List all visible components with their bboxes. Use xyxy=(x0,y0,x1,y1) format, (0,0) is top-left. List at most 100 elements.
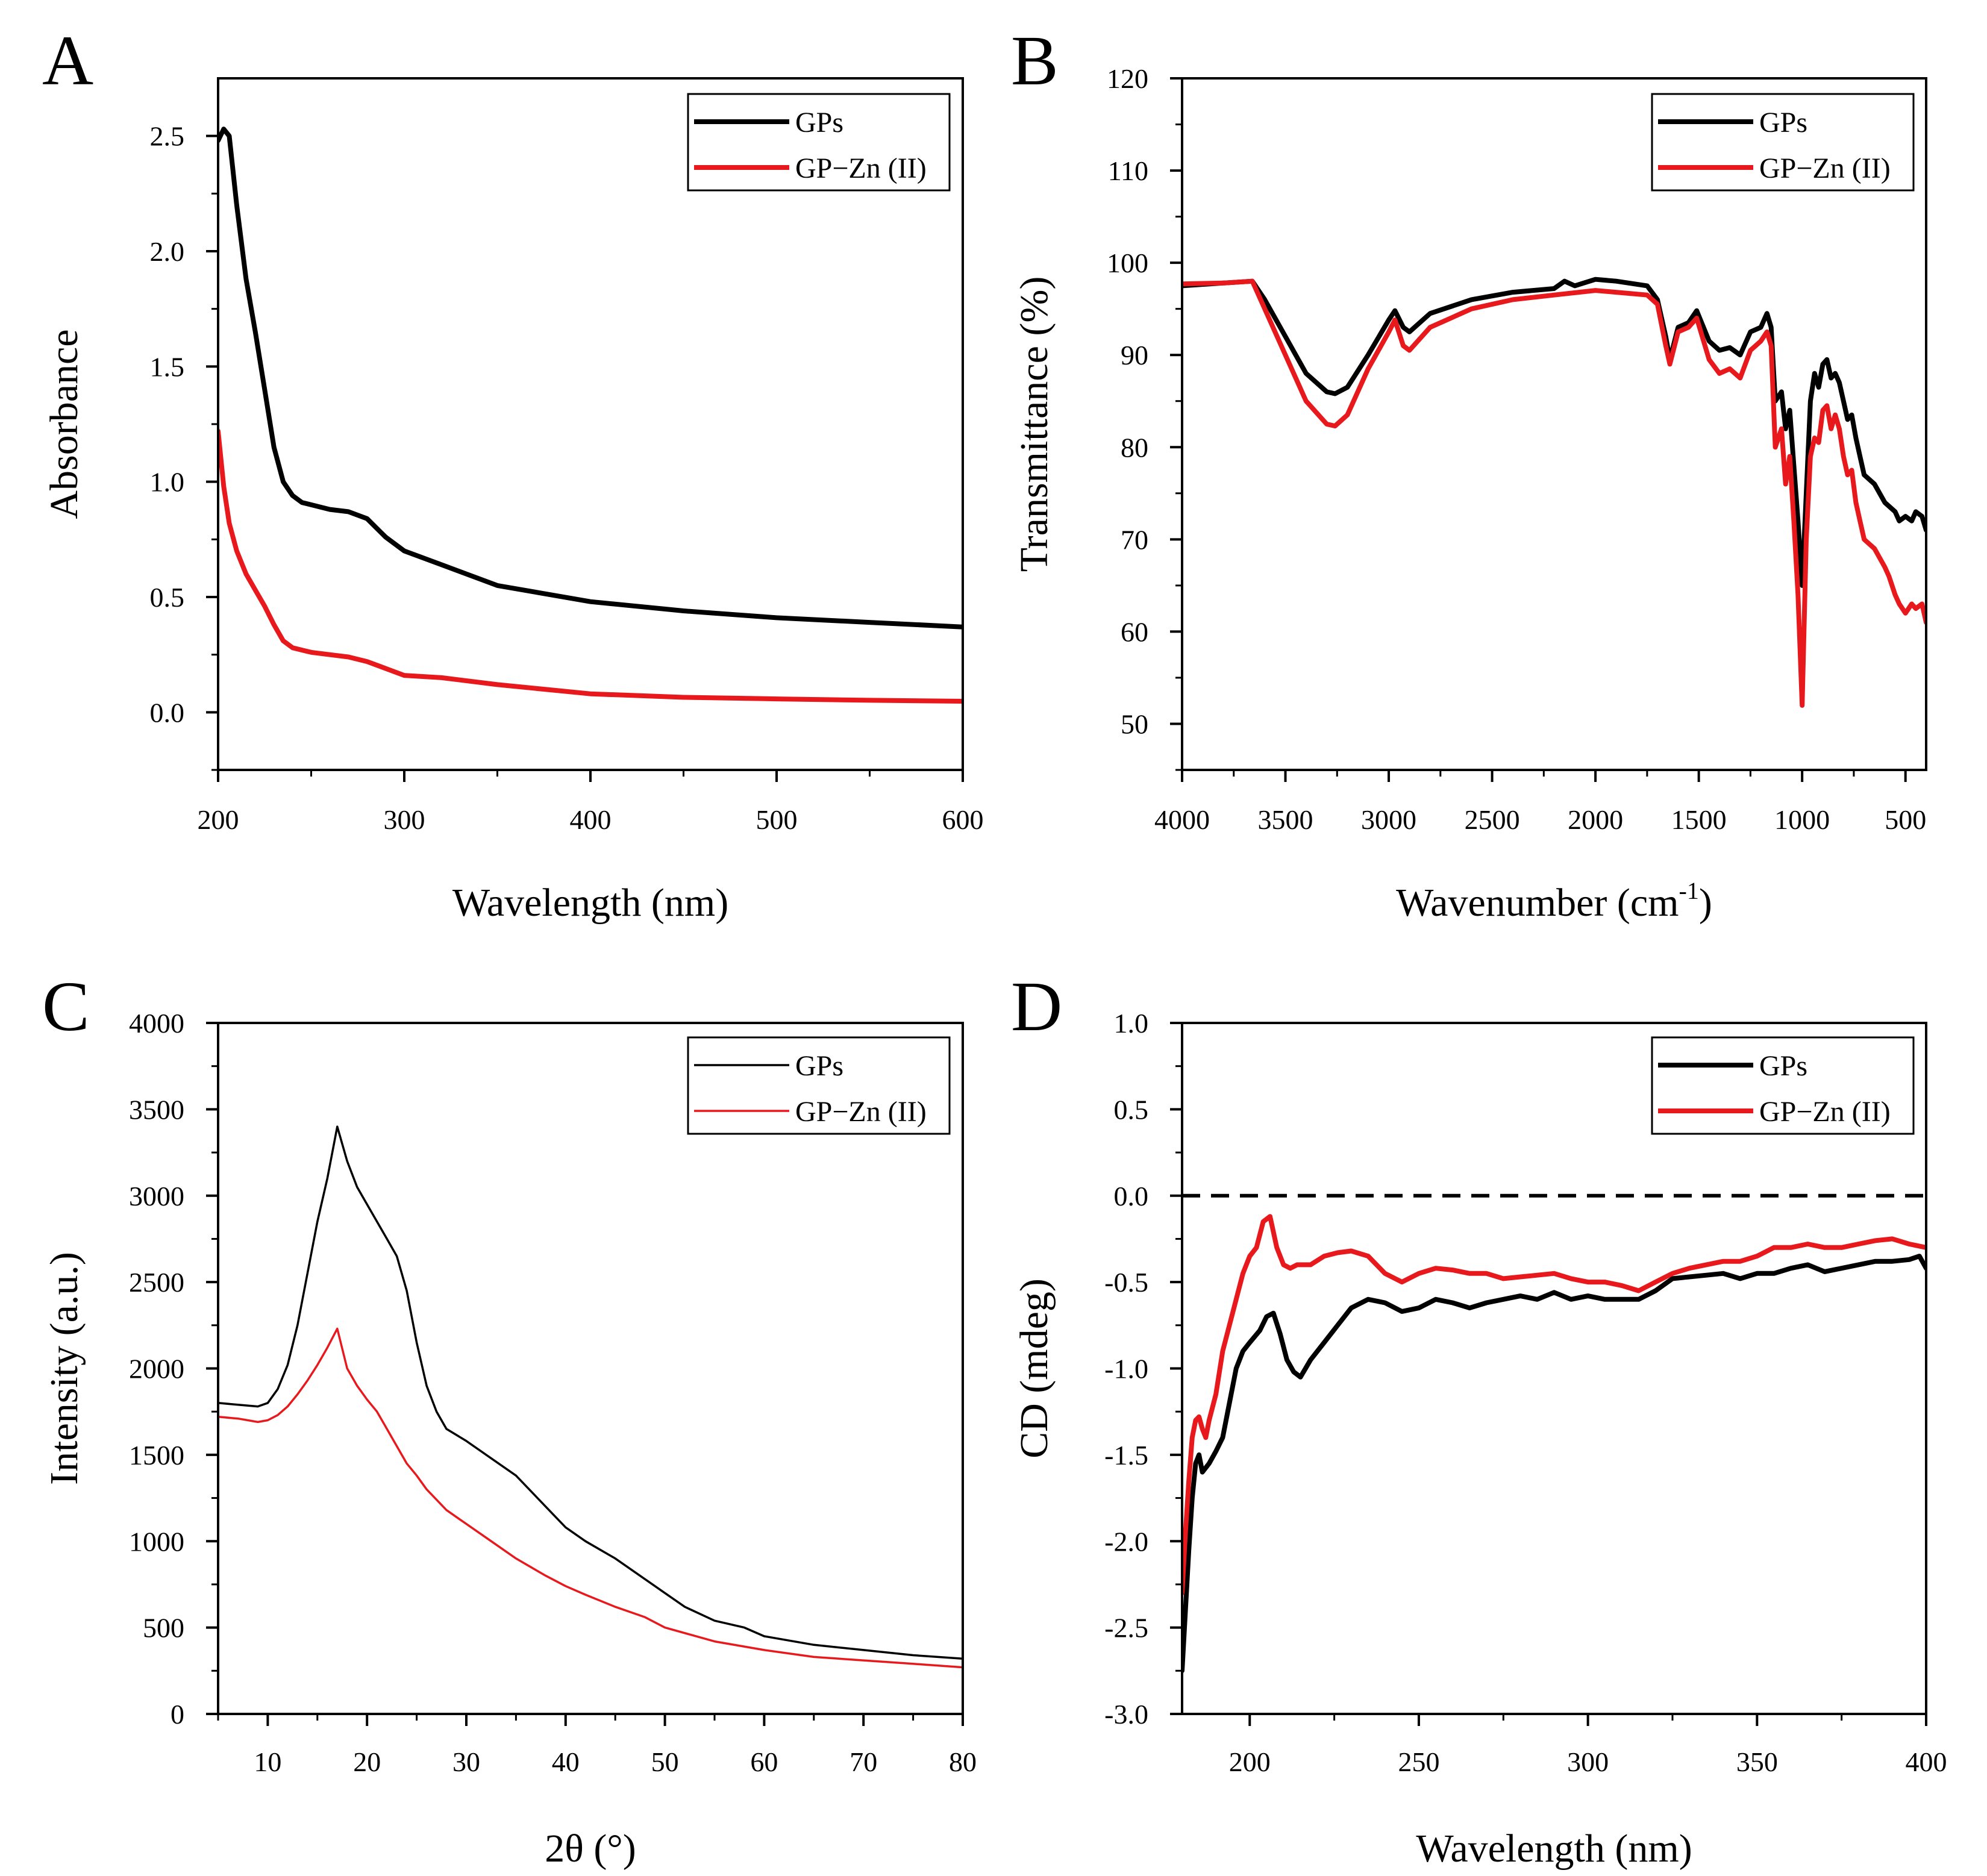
panel-letter: D xyxy=(1011,967,1062,1046)
y-tick-label: 4000 xyxy=(129,1008,184,1039)
x-tick-label: 2000 xyxy=(1568,804,1623,835)
legend-label-gp-zn: GP−Zn (II) xyxy=(795,1096,927,1128)
x-tick-label: 4000 xyxy=(1154,804,1210,835)
legend: GPs GP−Zn (II) xyxy=(1651,1036,1915,1135)
legend: GPs GP−Zn (II) xyxy=(687,1036,951,1135)
y-tick-label: -2.0 xyxy=(1104,1526,1148,1557)
x-tick-label: 20 xyxy=(353,1746,381,1777)
y-tick-label: 1.0 xyxy=(1114,1008,1149,1039)
series-line-gp-zn xyxy=(218,1327,963,1669)
x-tick-label: 1000 xyxy=(1774,804,1830,835)
y-tick-label: 500 xyxy=(143,1613,184,1643)
x-tick-label: 80 xyxy=(949,1746,977,1777)
series-line-gp-zn xyxy=(218,428,963,704)
legend-label-gp-zn: GP−Zn (II) xyxy=(1759,152,1891,184)
y-tick-label: 1000 xyxy=(129,1526,184,1557)
panel-letter: C xyxy=(42,967,90,1046)
legend-label-gps: GPs xyxy=(795,107,843,139)
y-tick-label: 1500 xyxy=(129,1440,184,1471)
y-tick-label: 3500 xyxy=(129,1094,184,1125)
series-line-gps xyxy=(218,1125,963,1660)
x-tick-label: 500 xyxy=(1885,804,1926,835)
legend: GPs GP−Zn (II) xyxy=(687,93,951,192)
y-tick-label: 110 xyxy=(1108,155,1148,186)
panel-b: B 4000 3500 3000 2500 2000 1500 1000 500 50 60 70 80… xyxy=(1011,21,1927,925)
y-tick-label: 2000 xyxy=(129,1354,184,1384)
y-tick-label: 3000 xyxy=(129,1181,184,1212)
x-tick-label: 600 xyxy=(942,804,984,835)
x-axis-title-superscript: -1 xyxy=(1679,877,1699,904)
x-axis-title: Wavelength (nm) xyxy=(1416,1827,1692,1871)
x-tick-label: 1500 xyxy=(1671,804,1727,835)
x-axis-title: Wavenumber (cm-1) xyxy=(1396,877,1712,925)
y-tick-label: 1.5 xyxy=(150,351,185,382)
legend-label-gp-zn: GP−Zn (II) xyxy=(1759,1096,1891,1128)
y-tick-label: 0 xyxy=(171,1699,184,1730)
y-axis-title: Absorbance xyxy=(42,329,86,519)
y-tick-label: 0.5 xyxy=(150,582,185,613)
x-tick-label: 400 xyxy=(1906,1746,1947,1777)
y-tick-label: -1.0 xyxy=(1104,1354,1148,1384)
x-axis-title: Wavelength (nm) xyxy=(452,881,728,925)
x-tick-label: 250 xyxy=(1398,1746,1439,1777)
panel-d: D 200 250 300 350 400 -3.0 -2.5 -2.0 -1.5 -1.0 -0.5… xyxy=(1011,967,1947,1871)
x-tick-label: 30 xyxy=(452,1746,480,1777)
legend-label-gp-zn: GP−Zn (II) xyxy=(795,152,927,184)
x-tick-label: 70 xyxy=(850,1746,877,1777)
y-tick-label: 60 xyxy=(1121,616,1148,647)
y-tick-label: -1.5 xyxy=(1104,1440,1148,1471)
x-tick-label: 350 xyxy=(1736,1746,1778,1777)
x-tick-label: 400 xyxy=(570,804,612,835)
x-tick-label: 10 xyxy=(254,1746,281,1777)
series-line-gps xyxy=(218,127,963,630)
y-tick-label: 80 xyxy=(1121,432,1148,463)
legend-box xyxy=(1651,1036,1915,1135)
x-axis-title: 2θ (°) xyxy=(545,1827,636,1871)
y-tick-label: 1.0 xyxy=(150,467,185,498)
panel-c: C 10 20 30 40 50 60 70 80 0 500 1000 1500 2000 2500 300… xyxy=(42,967,977,1871)
x-tick-label: 300 xyxy=(1567,1746,1609,1777)
y-tick-label: 2.5 xyxy=(150,121,185,152)
y-tick-label: 0.0 xyxy=(1114,1181,1149,1212)
series-line-gp-zn xyxy=(1182,278,1926,708)
y-tick-label: 0.0 xyxy=(150,697,185,728)
x-tick-label: 200 xyxy=(1229,1746,1271,1777)
legend: GPs GP−Zn (II) xyxy=(1651,93,1915,192)
legend-label-gps: GPs xyxy=(1759,1050,1807,1082)
y-axis-title: Intensity (a.u.) xyxy=(42,1252,86,1485)
legend-label-gps: GPs xyxy=(1759,107,1807,139)
y-tick-label: 2.0 xyxy=(150,236,185,267)
x-tick-label: 40 xyxy=(552,1746,580,1777)
legend-box xyxy=(687,93,951,192)
x-tick-label: 500 xyxy=(756,804,798,835)
panel-a: A 200 300 400 500 600 0.0 0.5 1.0 1.5 2.0 2.5 Wavele… xyxy=(42,21,984,925)
x-tick-label: 300 xyxy=(384,804,425,835)
legend-label-gps: GPs xyxy=(795,1050,843,1082)
y-tick-label: 0.5 xyxy=(1114,1094,1149,1125)
y-tick-label: 50 xyxy=(1121,708,1148,739)
y-axis-title: Transmittance (%) xyxy=(1012,277,1056,572)
series-line-gp-zn xyxy=(1182,1214,1926,1596)
y-tick-label: 100 xyxy=(1107,248,1148,278)
x-tick-label: 50 xyxy=(651,1746,679,1777)
y-tick-label: -2.5 xyxy=(1104,1613,1148,1643)
y-tick-label: 70 xyxy=(1121,524,1148,555)
y-tick-label: 2500 xyxy=(129,1267,184,1298)
x-tick-label: 200 xyxy=(198,804,239,835)
x-tick-label: 3000 xyxy=(1361,804,1416,835)
panel-letter: B xyxy=(1011,21,1059,100)
y-axis-title: CD (mdeg) xyxy=(1012,1278,1056,1459)
panel-letter: A xyxy=(42,21,93,100)
x-tick-label: 3500 xyxy=(1258,804,1313,835)
x-tick-label: 60 xyxy=(750,1746,778,1777)
y-tick-label: 120 xyxy=(1107,63,1148,94)
series-line-gps xyxy=(1182,1254,1926,1674)
x-tick-label: 2500 xyxy=(1465,804,1520,835)
legend-box xyxy=(1651,93,1915,192)
y-tick-label: -0.5 xyxy=(1104,1267,1148,1298)
plot-frame xyxy=(1181,77,1927,771)
series-line-gps xyxy=(1182,277,1926,588)
y-tick-label: 90 xyxy=(1121,340,1148,371)
y-tick-label: -3.0 xyxy=(1104,1699,1148,1730)
